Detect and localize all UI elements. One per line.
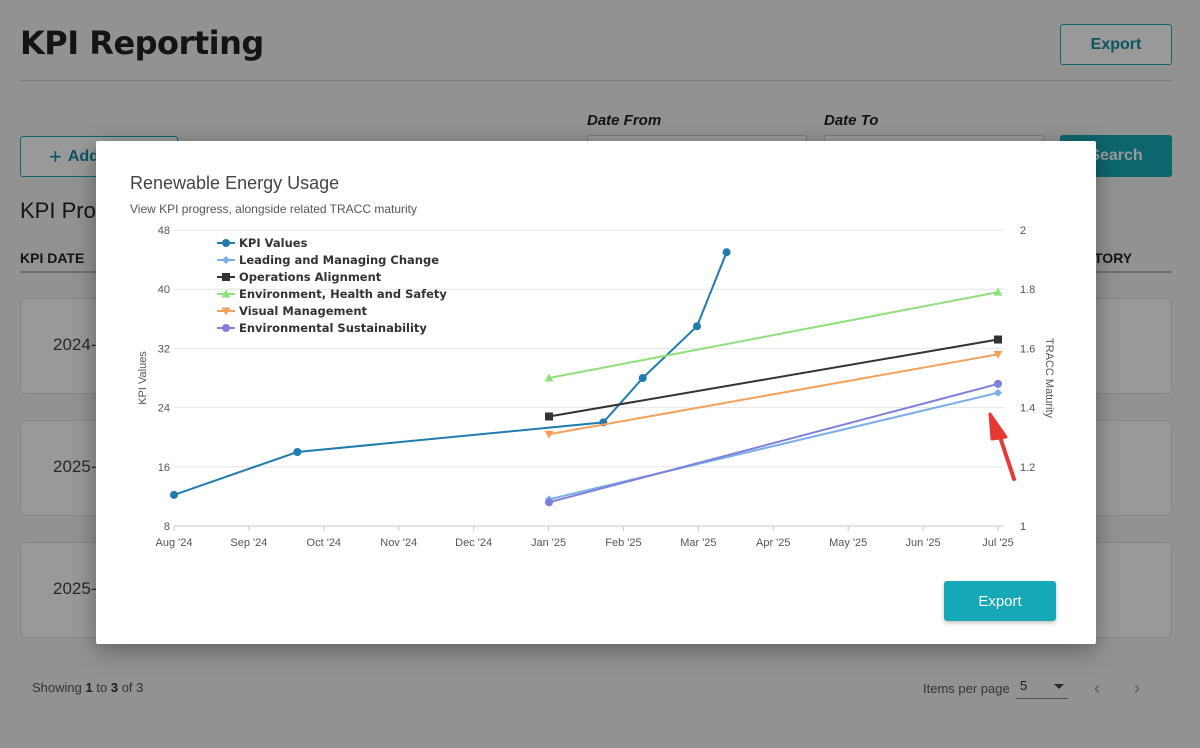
data-point (722, 248, 731, 257)
showing-of-word: of (121, 680, 133, 695)
y-left-tick-label: 24 (158, 403, 170, 415)
data-point (544, 373, 554, 382)
column-header-kpi-date[interactable]: KPI DATE (20, 250, 85, 266)
legend-marker (221, 307, 231, 316)
y-right-tick-label: 1.4 (1020, 403, 1035, 415)
showing-count: Showing 1 to 3 of 3 (32, 680, 143, 695)
x-tick-label: Apr '25 (756, 537, 791, 549)
annotation-arrow-head (988, 412, 1008, 441)
column-header-history[interactable]: TORY (1094, 250, 1133, 266)
legend-marker (221, 289, 231, 298)
y-right-tick-label: 2 (1020, 225, 1026, 237)
x-tick-label: Mar '25 (680, 537, 716, 549)
legend-label: Environment, Health and Safety (239, 287, 447, 301)
y-right-tick-label: 1.2 (1020, 462, 1035, 474)
modal-export-button[interactable]: Export (944, 581, 1056, 621)
data-point (693, 322, 702, 331)
legend-label: Leading and Managing Change (239, 253, 439, 267)
data-point (170, 490, 178, 499)
row-date: 2025- (53, 457, 97, 476)
data-point (293, 448, 302, 456)
x-tick-label: Sep '24 (230, 537, 267, 549)
x-tick-label: Jul '25 (982, 537, 1013, 549)
items-per-page-select[interactable]: 5 (1016, 676, 1068, 699)
series-line (548, 382, 999, 504)
data-point (544, 498, 553, 507)
legend-marker (222, 256, 230, 264)
kpi-chart: 8 1 16 1.2 24 1.4 32 1.6 40 1.8 48 2 Aug '24 Sep '24 O… (137, 225, 1055, 549)
data-point (994, 335, 1002, 344)
x-tick-label: Feb '25 (605, 537, 641, 549)
page-title: KPI Reporting (20, 24, 264, 62)
x-tick-label: Jan '25 (531, 537, 566, 549)
series-line (548, 338, 999, 418)
data-point (994, 388, 1002, 397)
previous-page-icon[interactable]: ‹ (1094, 678, 1100, 698)
date-to-label: Date To (824, 112, 879, 129)
y-left-tick-label: 48 (158, 225, 170, 237)
data-point (994, 379, 1002, 388)
series-line (548, 291, 999, 379)
y-right-tick-label: 1.6 (1020, 343, 1035, 355)
title-divider (20, 80, 1172, 81)
x-tick-label: May '25 (829, 537, 867, 549)
legend-label: Operations Alignment (239, 270, 382, 284)
x-tick-label: Oct '24 (307, 537, 342, 549)
y-left-axis-title: KPI Values (137, 351, 149, 405)
y-left-tick-label: 32 (158, 343, 170, 355)
data-point (993, 350, 1003, 359)
items-per-page-label: Items per page (923, 681, 1010, 696)
date-from-label: Date From (587, 112, 662, 129)
row-date: 2025- (53, 579, 97, 598)
legend-label: Environmental Sustainability (239, 321, 427, 335)
y-right-tick-label: 1.8 (1020, 284, 1035, 296)
plus-icon: + (49, 143, 62, 169)
x-tick-label: Jun '25 (906, 537, 941, 549)
next-page-icon[interactable]: › (1134, 678, 1140, 698)
items-per-page-value: 5 (1020, 678, 1028, 693)
legend-label: KPI Values (239, 236, 308, 250)
series-line (548, 353, 999, 436)
y-left-tick-label: 40 (158, 284, 170, 296)
y-left-tick-label: 8 (164, 521, 170, 533)
modal-title: Renewable Energy Usage (130, 173, 340, 193)
legend-marker (222, 239, 230, 247)
showing-to: 3 (110, 680, 119, 695)
export-button[interactable]: Export (1060, 24, 1172, 65)
y-right-tick-label: 1 (1020, 521, 1026, 533)
add-button-label: Add (67, 147, 99, 165)
row-date: 2024- (53, 335, 97, 354)
legend-label: Visual Management (239, 304, 368, 318)
showing-total: 3 (136, 680, 144, 695)
data-point (544, 412, 553, 421)
showing-to-word: to (96, 680, 108, 695)
section-title: KPI Pro (20, 198, 96, 223)
x-tick-label: Dec '24 (455, 537, 492, 549)
modal-subtitle: View KPI progress, alongside related TRA… (130, 202, 418, 216)
legend-marker (222, 273, 230, 281)
series-line (173, 251, 728, 496)
showing-from: 1 (85, 680, 93, 695)
x-tick-label: Nov '24 (380, 537, 417, 549)
data-point (638, 374, 647, 382)
y-left-tick-label: 16 (158, 462, 170, 474)
legend-marker (222, 324, 230, 332)
chevron-down-icon (1054, 684, 1064, 689)
data-point (544, 430, 554, 439)
data-point (993, 287, 1003, 296)
x-tick-label: Aug '24 (156, 537, 193, 549)
chart-modal: Renewable Energy Usage View KPI progress… (96, 141, 1096, 644)
y-right-axis-title: TRACC Maturity (1043, 338, 1055, 419)
showing-label: Showing (32, 680, 82, 695)
